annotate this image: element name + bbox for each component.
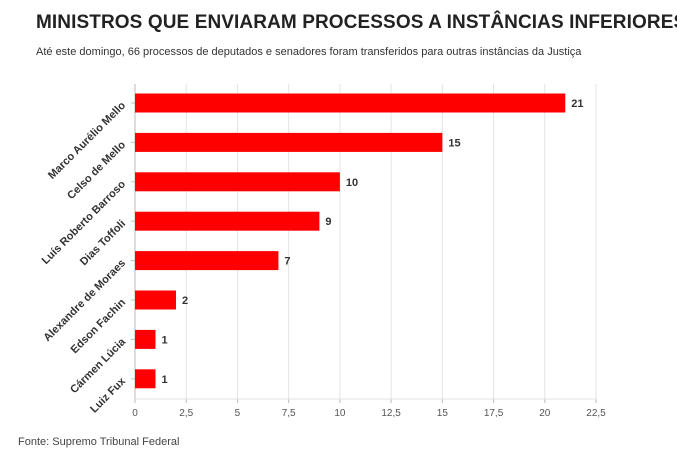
source-note: Fonte: Supremo Tribunal Federal: [18, 436, 180, 448]
bar: [135, 329, 156, 349]
x-tick-label: 0: [132, 408, 138, 419]
data-label: 15: [448, 137, 460, 149]
data-label: 2: [182, 295, 188, 307]
bar: [135, 251, 279, 271]
category-label: Luiz Fux: [88, 375, 129, 416]
x-tick-label: 2,5: [179, 408, 193, 419]
x-tick-label: 12,5: [381, 408, 401, 419]
chart-title: MINISTROS QUE ENVIARAM PROCESSOS A INSTÂ…: [36, 12, 677, 33]
data-label: 9: [325, 216, 331, 228]
x-tick-label: 7,5: [282, 408, 296, 419]
x-tick-label: 10: [334, 408, 346, 419]
bar: [135, 132, 443, 152]
data-label: 21: [571, 98, 583, 110]
data-label: 10: [346, 177, 358, 189]
bar: [135, 211, 320, 231]
x-tick-label: 17,5: [484, 408, 504, 419]
data-label: 1: [161, 374, 167, 386]
bar: [135, 93, 566, 113]
x-tick-label: 5: [235, 408, 241, 419]
bar: [135, 369, 156, 389]
bar: [135, 290, 176, 310]
category-label: Marco Aurélio Mello: [46, 99, 128, 181]
data-label: 1: [161, 334, 167, 346]
x-tick-label: 20: [539, 408, 551, 419]
x-tick-label: 15: [437, 408, 449, 419]
x-tick-label: 22,5: [586, 408, 606, 419]
bars: [135, 93, 566, 389]
bar: [135, 172, 340, 192]
chart-subtitle: Até este domingo, 66 processos de deputa…: [36, 46, 582, 58]
data-label: 7: [284, 256, 290, 268]
gridlines: [185, 84, 597, 399]
